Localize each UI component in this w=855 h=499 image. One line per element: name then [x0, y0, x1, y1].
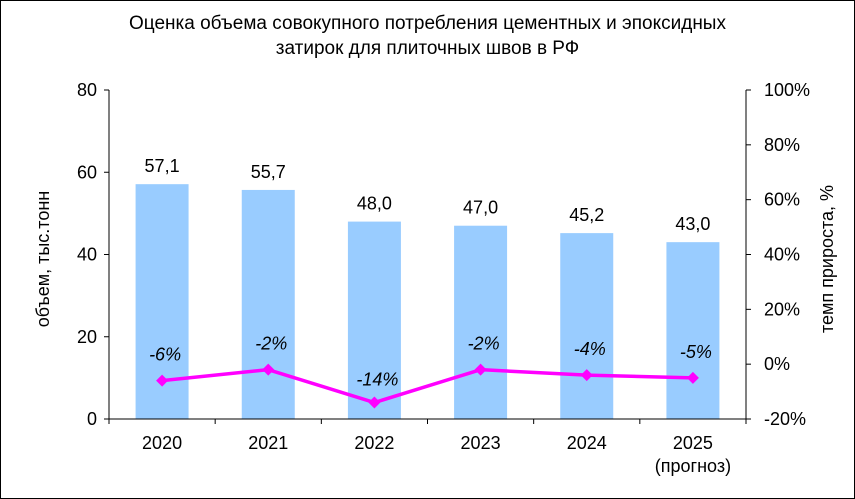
line-marker-2021 [262, 363, 275, 376]
bar-2025 [666, 242, 720, 419]
y2-tick-label: 60% [764, 190, 800, 210]
y2-axis-label: темп прироста, % [817, 185, 837, 333]
chart-title-line-1: Оценка объема совокупного потребления це… [129, 13, 726, 34]
bar-2022 [347, 221, 401, 419]
y2-tick-label: 40% [764, 245, 800, 265]
y-tick-label: 40 [77, 245, 97, 265]
x-tick-label: 2020 [142, 433, 182, 453]
y2-tick-label: 20% [764, 299, 800, 319]
axes [104, 89, 751, 424]
line-marker-2024 [580, 369, 593, 382]
y2-tick-label: -20% [764, 409, 806, 429]
category-labels: 2020 2021 2022 2023 2024 2025 (прогноз) [142, 433, 731, 476]
bar-series [135, 184, 720, 419]
bar-label-2022: 48,0 [357, 194, 392, 214]
line-label-2022: -14% [356, 370, 398, 390]
line-series [156, 363, 699, 409]
growth-line [161, 367, 693, 405]
x-tick-label: 2023 [461, 433, 501, 453]
bar-label-2021: 55,7 [251, 162, 286, 182]
line-label-2024: -4% [574, 339, 606, 359]
y2-tick-label: 80% [764, 135, 800, 155]
x-tick-label: 2021 [248, 433, 288, 453]
bar-2021 [241, 189, 295, 419]
x-tick-label: 2022 [354, 433, 394, 453]
y2-tick-label: 0% [764, 354, 790, 374]
bar-2024 [560, 233, 614, 419]
chart-title-line-2: затирок для плиточных швов в РФ [275, 38, 580, 59]
line-marker-2023 [474, 363, 487, 376]
line-label-2025: -5% [680, 342, 712, 362]
bar-label-2024: 45,2 [569, 205, 604, 225]
line-marker-2025 [686, 371, 699, 384]
line-marker-2020 [156, 374, 169, 387]
bar-label-2020: 57,1 [145, 156, 180, 176]
bar-2023 [454, 225, 508, 419]
y2-tick-label: 100% [764, 80, 810, 100]
line-data-labels: -6% -2% -14% -2% -4% -5% [149, 334, 712, 390]
line-marker-2022 [368, 396, 381, 409]
bar-data-labels: 57,1 55,7 48,0 47,0 45,2 43,0 [145, 156, 711, 234]
x-tick-sublabel: (прогноз) [655, 456, 731, 476]
y-tick-label: 20 [77, 327, 97, 347]
y-tick-label: 60 [77, 162, 97, 182]
bar-label-2023: 47,0 [463, 198, 498, 218]
y-tick-label: 0 [87, 409, 97, 429]
x-tick-label: 2024 [567, 433, 607, 453]
x-tick-label: 2025 [673, 433, 713, 453]
line-label-2023: -2% [468, 334, 500, 354]
tick-labels: 0 20 40 60 80 -20% 0% 20% 40% 60% 80% 100% [77, 80, 810, 429]
y-axis-label: объем, тыс.тонн [33, 191, 53, 327]
line-label-2021: -2% [255, 334, 287, 354]
chart-title: Оценка объема совокупного потребления це… [1, 11, 854, 61]
line-label-2020: -6% [149, 345, 181, 365]
bar-label-2025: 43,0 [675, 214, 710, 234]
y-tick-label: 80 [77, 80, 97, 100]
